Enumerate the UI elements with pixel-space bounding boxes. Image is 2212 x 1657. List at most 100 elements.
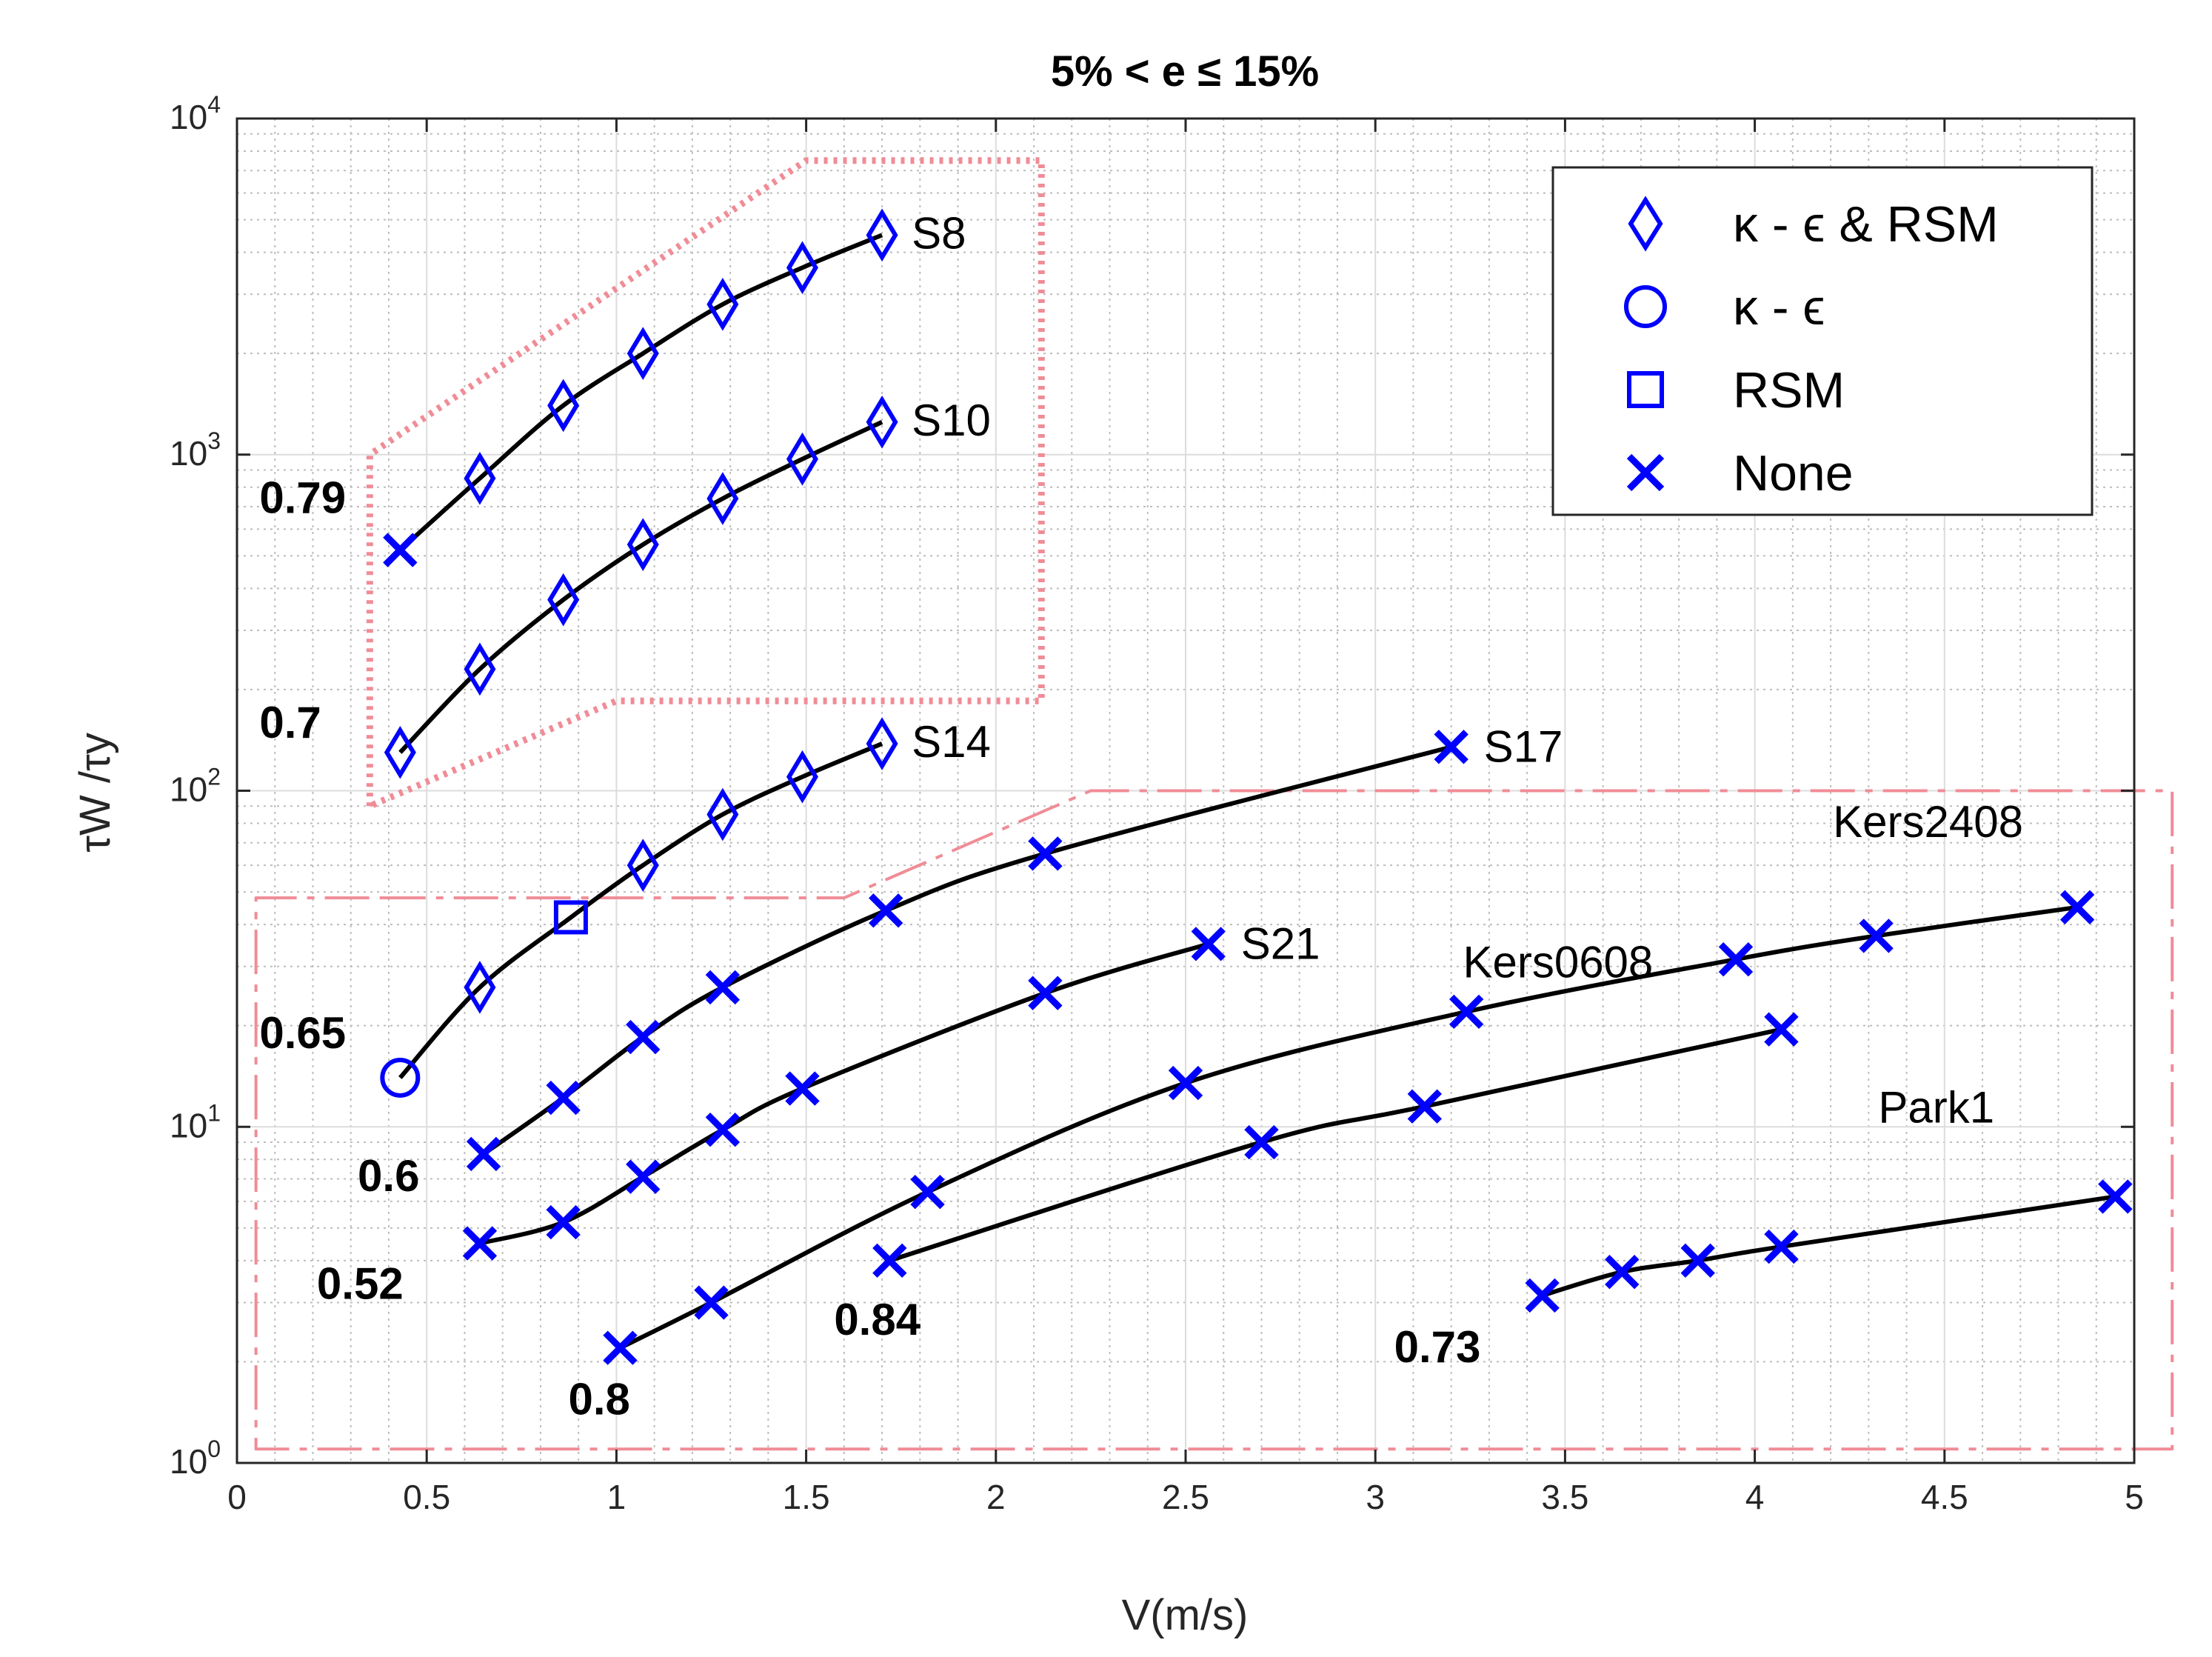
series-start-label: 0.7 — [259, 698, 321, 747]
square-marker — [553, 900, 588, 935]
x-marker — [872, 1243, 907, 1278]
legend-label: κ - ϵ — [1733, 279, 1825, 336]
series-line-Park1 — [1541, 1194, 2116, 1298]
diamond-marker — [626, 838, 659, 892]
x-marker — [1859, 918, 1894, 953]
region-dashed — [254, 789, 2174, 1451]
x-tick-label: 3 — [1366, 1478, 1385, 1516]
diamond-marker — [547, 379, 580, 433]
diamond-marker — [464, 961, 496, 1014]
series-line-Kers0608 — [889, 1027, 1782, 1263]
series-start-label: 0.8 — [569, 1375, 630, 1424]
x-axis: 0 0.5 1 1.5 2 2.5 3 3.5 4 4.5 5 — [227, 119, 2144, 1516]
x-marker — [1680, 1243, 1715, 1278]
x-marker — [1407, 1089, 1442, 1124]
series-name-label: S14 — [912, 717, 991, 767]
series-name-label: Park1 — [1878, 1082, 1994, 1132]
diamond-marker — [866, 208, 898, 262]
series-name-label: Kers2408 — [1833, 797, 2023, 847]
x-marker — [1244, 1124, 1279, 1160]
x-marker — [1718, 941, 1754, 977]
x-marker — [1434, 730, 1468, 764]
legend-label: RSM — [1733, 362, 1845, 419]
y-tick-label: 100 — [170, 1436, 221, 1481]
x-marker — [603, 1330, 638, 1365]
x-tick-label: 3.5 — [1541, 1478, 1588, 1516]
x-tick-label: 2.5 — [1162, 1478, 1209, 1516]
legend: κ - ϵ & RSM κ - ϵ RSM None — [1551, 166, 2094, 516]
x-marker — [383, 533, 418, 567]
x-marker — [910, 1175, 945, 1210]
series-name-label: S21 — [1241, 918, 1320, 968]
x-marker — [1764, 1012, 1799, 1047]
legend-label: None — [1733, 445, 1854, 501]
x-marker — [785, 1071, 820, 1106]
x-marker — [626, 1019, 661, 1055]
x-tick-label: 0.5 — [403, 1478, 450, 1516]
circle-marker — [380, 1057, 421, 1098]
y-tick-label: 101 — [170, 1099, 221, 1144]
series-line-S21 — [479, 941, 1209, 1246]
series-lines — [398, 233, 2116, 1350]
series-start-label: 0.84 — [834, 1295, 920, 1344]
x-marker — [466, 1136, 501, 1172]
series-start-label: 0.65 — [259, 1008, 346, 1058]
x-tick-label: 0 — [227, 1478, 247, 1516]
region-boxes — [254, 157, 2174, 1451]
diamond-marker — [384, 725, 416, 779]
y-tick-label: 102 — [170, 764, 221, 809]
diamond-marker — [786, 241, 818, 295]
square-marker — [1627, 371, 1664, 408]
series-start-label: 0.73 — [1394, 1322, 1481, 1372]
series-name-label: S10 — [912, 396, 991, 445]
diamond-marker — [626, 518, 659, 572]
diamond-marker — [464, 451, 496, 505]
x-marker — [1626, 453, 1665, 492]
diamond-marker — [547, 573, 580, 627]
x-marker — [2098, 1179, 2133, 1214]
x-marker — [705, 1113, 741, 1147]
diamond-marker — [706, 278, 739, 331]
series-name-label: S17 — [1484, 721, 1563, 771]
x-marker — [462, 1226, 498, 1261]
x-marker — [705, 970, 741, 1005]
circle-marker — [1624, 285, 1667, 328]
x-tick-label: 1 — [607, 1478, 626, 1516]
diamond-marker — [706, 472, 739, 525]
series-name-label: Kers0608 — [1463, 938, 1653, 987]
x-marker — [1028, 976, 1063, 1010]
diamond-marker — [866, 395, 898, 449]
diamond-marker — [786, 750, 818, 804]
x-marker — [1191, 927, 1226, 961]
x-marker — [546, 1080, 581, 1116]
x-marker — [2059, 890, 2095, 925]
chart-title: 5% < e ≤ 15% — [1051, 47, 1319, 96]
x-marker — [694, 1285, 729, 1320]
legend-items: κ - ϵ & RSM κ - ϵ RSM None — [1624, 196, 1999, 501]
series-start-label: 0.52 — [317, 1259, 404, 1309]
x-marker — [1605, 1254, 1640, 1290]
x-marker — [1525, 1278, 1560, 1313]
series-line-Kers2408 — [619, 904, 2078, 1350]
series-line-S8 — [398, 233, 883, 552]
diamond-marker — [626, 327, 659, 380]
diamond-marker — [866, 717, 898, 770]
diamond-marker — [1628, 196, 1663, 252]
x-tick-label: 2 — [986, 1478, 1006, 1516]
series-start-label: 0.6 — [358, 1151, 419, 1201]
y-axis: 100 101 102 103 104 — [170, 91, 2134, 1481]
x-marker — [869, 893, 903, 928]
series-labels: S8 0.79 S10 0.7 S14 0.65 S17 0.6 S21 0.52 Kers2408… — [259, 208, 2023, 1424]
x-tick-label: 4 — [1745, 1478, 1765, 1516]
diamond-marker — [786, 432, 818, 486]
y-tick-label: 104 — [170, 91, 221, 136]
x-marker — [626, 1159, 661, 1194]
series-name-label: S8 — [912, 208, 966, 258]
x-tick-label: 1.5 — [783, 1478, 830, 1516]
x-marker — [1449, 994, 1484, 1030]
legend-box — [1551, 166, 2094, 516]
x-marker — [1028, 836, 1063, 871]
diamond-marker — [464, 642, 496, 696]
x-marker — [546, 1204, 581, 1240]
